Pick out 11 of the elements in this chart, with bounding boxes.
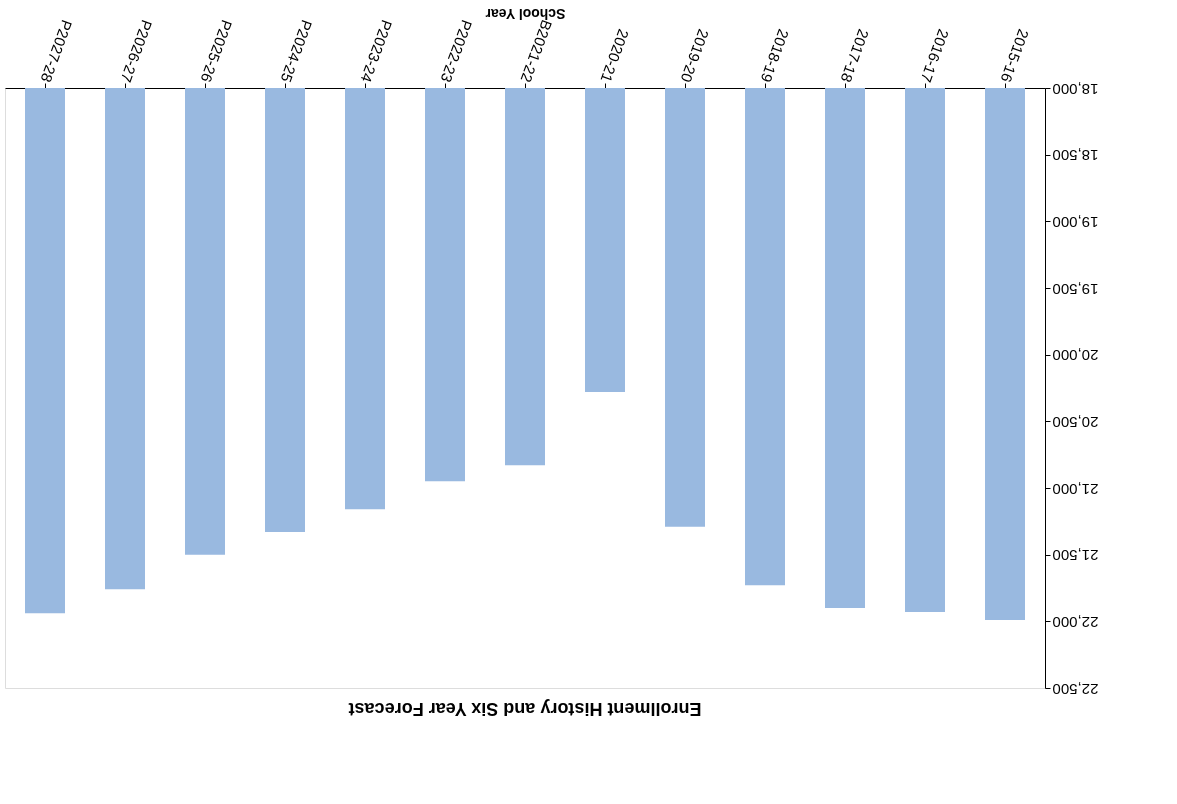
y-tick-label: 21,500 [1052, 547, 1099, 565]
y-tick-label: 20,500 [1052, 413, 1099, 431]
y-tick-label: 21,000 [1052, 480, 1099, 498]
y-tick-label: 19,000 [1052, 213, 1099, 231]
y-tick-label: 22,000 [1052, 613, 1099, 631]
y-tick-label: 22,500 [1052, 680, 1099, 698]
text: Enrollment History and Six Year Forecast [348, 699, 702, 719]
y-tick-label: 20,000 [1052, 347, 1099, 365]
y-tick-label: 19,500 [1052, 280, 1099, 298]
y-tick-label: 18,000 [1052, 80, 1099, 98]
y-tick-label: 18,500 [1052, 147, 1099, 165]
